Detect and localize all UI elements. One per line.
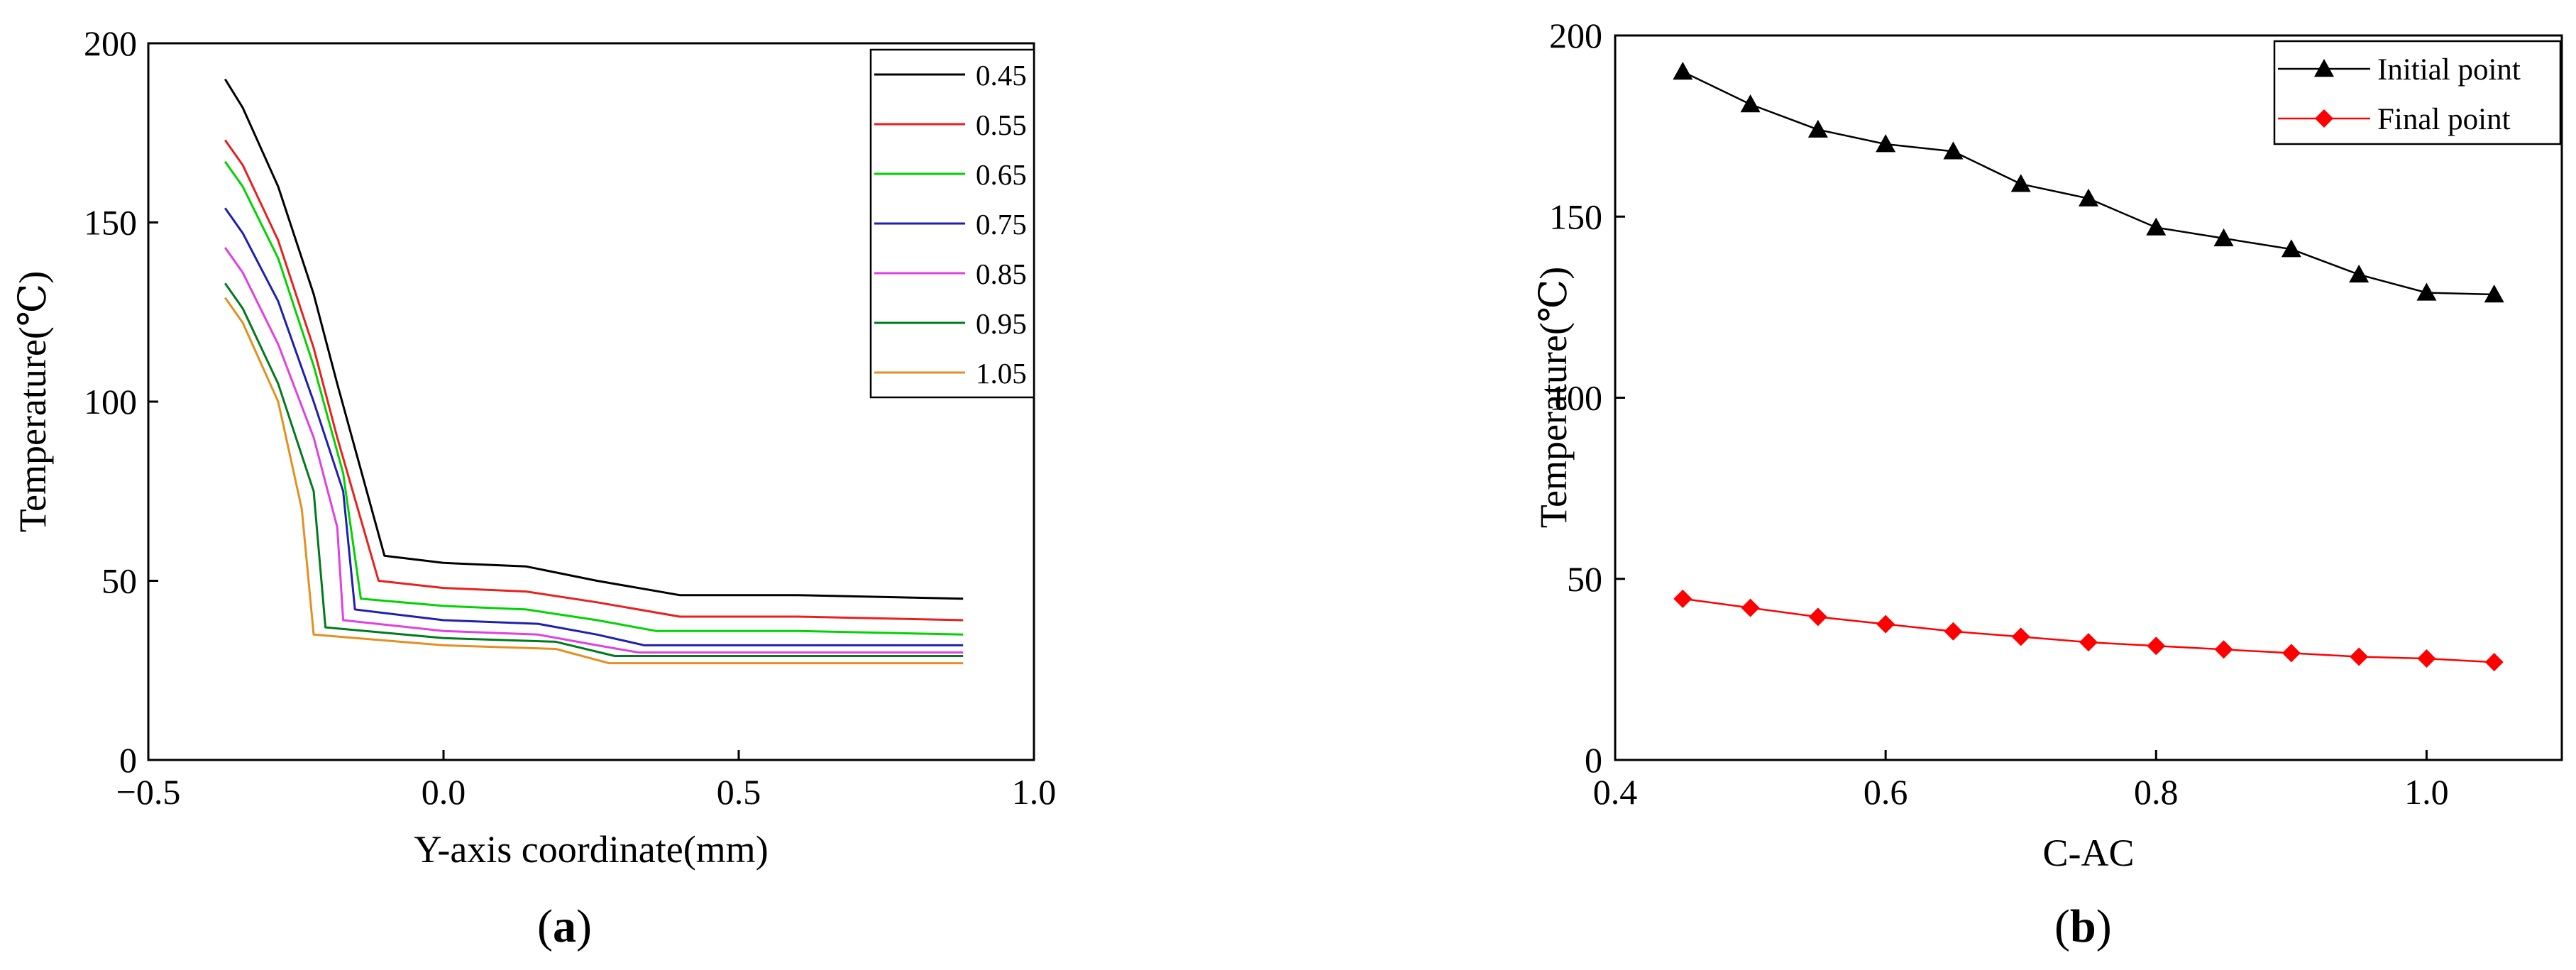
data-point-diamond [2214, 640, 2233, 659]
series-line-0.95 [224, 282, 964, 657]
legend-label-a: 0.55 [976, 109, 1027, 141]
y-tick-label-a: 200 [84, 23, 137, 63]
series-line-0.45 [224, 78, 964, 600]
legend-label-b: Initial point [2377, 53, 2521, 87]
legend-marker-b [2315, 109, 2333, 128]
series-line-diamond [1683, 597, 2494, 663]
y-tick-label-b: 200 [1549, 16, 1602, 55]
legend-label-a: 0.85 [976, 258, 1027, 290]
data-point-triangle [2079, 188, 2098, 206]
legend-marker-b [2314, 59, 2334, 77]
x-tick-label-b: 0.8 [2134, 772, 2179, 812]
data-point-diamond [1741, 598, 1760, 617]
data-point-diamond [1876, 614, 1895, 634]
series-line-0.75 [224, 207, 964, 646]
series-lines-a [224, 78, 964, 665]
data-point-diamond [1944, 622, 1963, 641]
series-line-0.55 [224, 139, 964, 622]
legend-label-b: Final point [2377, 103, 2511, 136]
series-line-1.05 [224, 297, 964, 665]
data-point-diamond [1673, 589, 1692, 608]
data-point-triangle [2213, 228, 2234, 247]
x-tick-label-a: 1.0 [1012, 772, 1057, 812]
y-axis-title-a: Temperature(℃) [11, 271, 54, 532]
y-tick-label-a: 0 [119, 740, 137, 780]
legend-label-a: 0.65 [976, 158, 1027, 191]
data-point-diamond [2350, 647, 2369, 666]
legend-label-a: 0.45 [976, 59, 1027, 92]
x-axis-title-a: Y-axis coordinate(mm) [414, 828, 768, 871]
data-point-triangle [2281, 239, 2301, 258]
x-axis-ticks-a: −0.5 0.0 0.5 1.0 [116, 750, 1057, 812]
data-point-diamond [1808, 607, 1827, 627]
data-point-triangle [1943, 141, 1964, 160]
data-point-diamond [2484, 653, 2504, 672]
x-tick-label-b: 0.6 [1864, 772, 1908, 812]
legend-label-a: 0.75 [976, 208, 1027, 241]
x-axis-title-b: C-AC [2042, 832, 2134, 874]
data-point-triangle [2416, 282, 2437, 301]
panel-label-b: (b) [2054, 900, 2112, 952]
series-line-0.65 [224, 160, 964, 636]
data-point-diamond [2147, 636, 2166, 656]
series-lines-b [1673, 62, 2504, 672]
x-tick-label-b: 0.4 [1593, 772, 1638, 812]
data-point-triangle [2010, 174, 2031, 192]
x-tick-label-a: 0.0 [422, 772, 466, 812]
x-tick-label-b: 1.0 [2404, 772, 2449, 812]
y-tick-label-b: 100 [1549, 378, 1602, 418]
data-point-triangle [1673, 62, 1693, 80]
panel-b: 0 50 100 150 200 0.4 0.6 0.8 1.0 Initial point F… [1532, 16, 2563, 952]
y-tick-label-a: 50 [101, 561, 137, 601]
data-point-triangle [2484, 285, 2504, 303]
data-point-diamond [2281, 644, 2301, 663]
x-axis-ticks-b: 0.4 0.6 0.8 1.0 [1593, 750, 2449, 812]
y-tick-label-b: 150 [1549, 197, 1602, 236]
y-tick-label-b: 0 [1585, 740, 1602, 780]
y-tick-label-b: 50 [1567, 559, 1602, 599]
data-point-diamond [2417, 649, 2436, 668]
legend-a: 0.45 0.55 0.65 0.75 0.85 0.95 1.05 [869, 48, 1035, 399]
y-tick-label-a: 100 [84, 382, 137, 421]
data-point-triangle [2146, 217, 2167, 236]
y-axis-ticks-b: 0 50 100 150 200 [1549, 16, 1625, 780]
data-point-diamond [2011, 627, 2030, 646]
legend-b: Initial point Final point [2273, 40, 2562, 145]
legend-label-a: 0.95 [976, 307, 1027, 340]
y-tick-label-a: 150 [84, 203, 137, 243]
y-axis-title-b: Temperature(℃) [1532, 267, 1575, 528]
x-tick-label-a: −0.5 [116, 772, 181, 812]
series-line-0.85 [224, 247, 964, 654]
data-point-triangle [1807, 119, 1828, 138]
panel-label-a: (a) [537, 900, 592, 952]
legend-box-b [2273, 40, 2562, 145]
y-axis-ticks-a: 0 50 100 150 200 [84, 23, 158, 780]
data-point-diamond [2079, 633, 2098, 652]
x-tick-label-a: 0.5 [717, 772, 761, 812]
legend-label-a: 1.05 [976, 357, 1027, 390]
data-point-triangle [2349, 264, 2369, 283]
data-point-triangle [1740, 94, 1761, 113]
data-point-triangle [1876, 134, 1896, 153]
